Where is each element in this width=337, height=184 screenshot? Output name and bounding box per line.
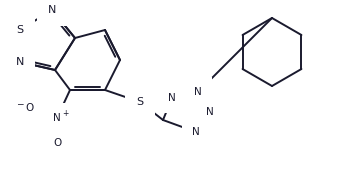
Text: −: − [17, 100, 24, 109]
Text: N: N [16, 57, 24, 67]
Text: O: O [53, 138, 61, 148]
Text: N: N [168, 93, 176, 103]
Text: N: N [53, 113, 61, 123]
Text: O: O [26, 103, 34, 113]
Text: N: N [194, 87, 202, 97]
Text: N: N [48, 5, 56, 15]
Text: S: S [17, 25, 24, 35]
Text: N: N [206, 107, 214, 117]
Text: +: + [62, 109, 68, 118]
Text: S: S [136, 97, 144, 107]
Text: N: N [192, 127, 200, 137]
